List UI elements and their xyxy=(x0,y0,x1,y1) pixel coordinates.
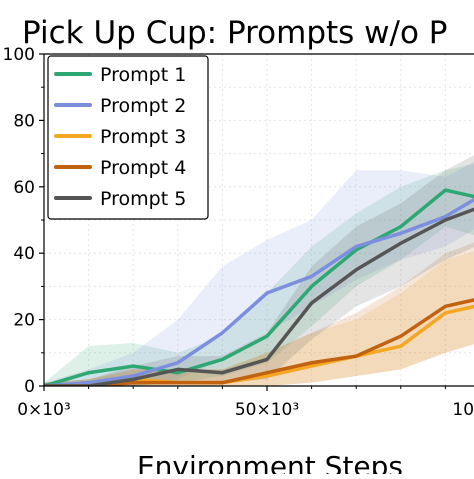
legend-label-1: Prompt 1 xyxy=(100,64,186,86)
series-line-4 xyxy=(44,298,474,386)
series-line-1 xyxy=(44,188,474,386)
x-tick-label: 50×10³ xyxy=(235,400,299,420)
legend-label-5: Prompt 5 xyxy=(100,188,186,210)
legend-label-3: Prompt 3 xyxy=(100,126,186,148)
x-tick-label: 0×10³ xyxy=(17,400,71,420)
chart-title: Pick Up Cup: Prompts w/o P xyxy=(22,15,448,51)
legend-label-2: Prompt 2 xyxy=(100,95,186,117)
y-tick-label: 40 xyxy=(13,244,35,264)
legend-label-4: Prompt 4 xyxy=(100,157,186,179)
legend-box xyxy=(47,55,209,220)
x-tick-label: 100×10³ xyxy=(452,400,474,420)
y-tick-label: 80 xyxy=(13,111,35,131)
band-1 xyxy=(44,163,474,386)
band-2 xyxy=(44,161,474,386)
series-line-2 xyxy=(44,197,474,386)
y-tick-label: 0 xyxy=(24,377,35,397)
series-line-5 xyxy=(44,207,474,386)
y-tick-label: 60 xyxy=(13,178,35,198)
y-tick-label: 20 xyxy=(13,311,35,331)
y-tick-label: 100 xyxy=(3,45,35,65)
x-axis-label: Environment Steps xyxy=(137,450,403,474)
grid xyxy=(44,54,474,386)
series-lines xyxy=(44,188,474,386)
legend: Prompt 1 Prompt 2 Prompt 3 Prompt 4 Prompt 5 xyxy=(47,55,209,220)
